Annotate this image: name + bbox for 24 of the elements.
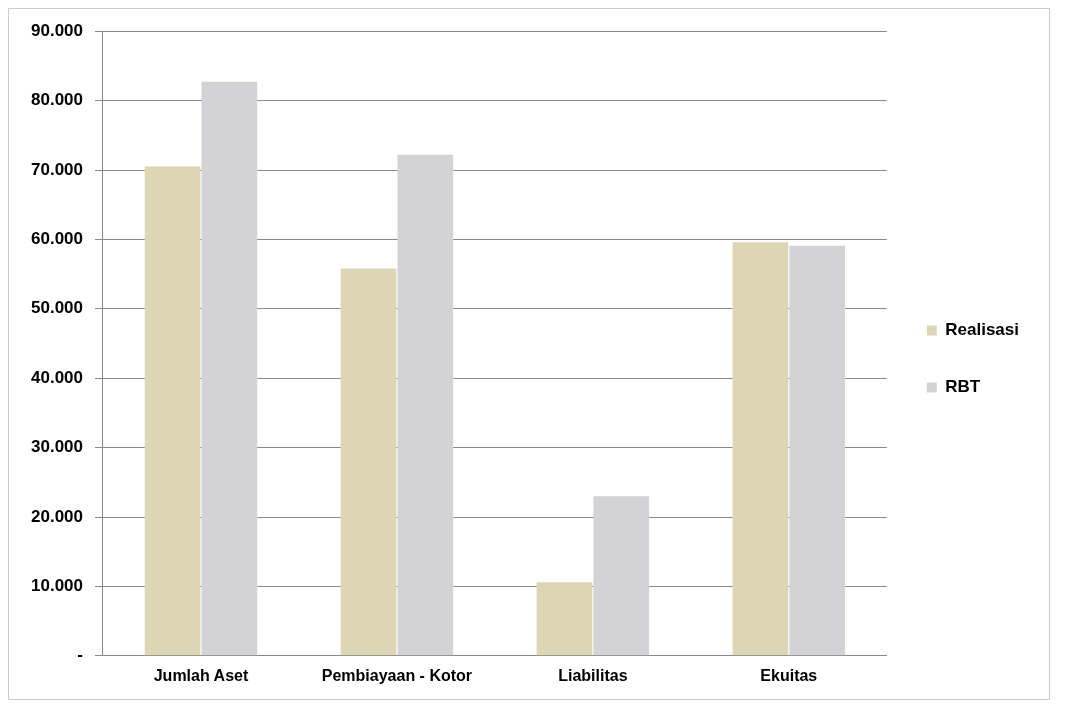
bar bbox=[536, 582, 593, 656]
x-tick-label: Jumlah Aset bbox=[153, 666, 249, 684]
x-tick-label: Liabilitas bbox=[558, 666, 628, 684]
y-tick-label: 40.000 bbox=[31, 367, 83, 387]
y-tick-label: 10.000 bbox=[31, 576, 83, 596]
bar bbox=[593, 496, 650, 656]
bar bbox=[789, 245, 846, 656]
bar bbox=[397, 154, 454, 656]
legend-label: RBT bbox=[945, 377, 981, 397]
legend-label: Realisasi bbox=[945, 320, 1020, 340]
y-tick-label: 20.000 bbox=[31, 506, 83, 526]
x-tick-label: Ekuitas bbox=[760, 666, 818, 684]
y-tick-label: - bbox=[77, 645, 83, 665]
bar bbox=[144, 166, 201, 656]
y-tick-label: 50.000 bbox=[31, 298, 83, 318]
x-tick-label: Pembiayaan - Kotor bbox=[321, 666, 473, 684]
bar bbox=[201, 81, 258, 656]
y-tick-label: 70.000 bbox=[31, 159, 83, 179]
y-tick-label: 90.000 bbox=[31, 20, 83, 40]
y-tick-label: 60.000 bbox=[31, 229, 83, 249]
y-tick-label: 80.000 bbox=[31, 90, 83, 110]
bar bbox=[340, 268, 397, 656]
bar bbox=[732, 242, 789, 656]
y-tick-label: 30.000 bbox=[31, 437, 83, 457]
